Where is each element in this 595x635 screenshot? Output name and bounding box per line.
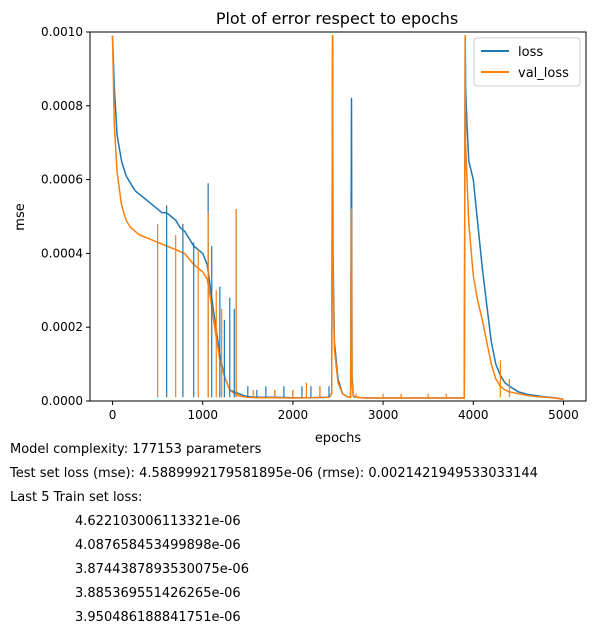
x-tick-label: 5000 bbox=[548, 408, 579, 422]
y-tick-label: 0.0002 bbox=[41, 320, 83, 334]
x-tick-label: 2000 bbox=[278, 408, 309, 422]
plot-frame bbox=[89, 31, 587, 402]
legend-label-val-loss: val_loss bbox=[518, 66, 569, 81]
last5-value: 4.087658453499898e-06 bbox=[75, 538, 241, 553]
y-tick-label: 0.0000 bbox=[41, 394, 83, 408]
test-loss-text: Test set loss (mse): 4.5889992179581895e… bbox=[10, 466, 538, 481]
x-tick-label: 0 bbox=[109, 408, 117, 422]
y-tick-label: 0.0010 bbox=[41, 25, 83, 39]
y-tick-label: 0.0004 bbox=[41, 246, 83, 260]
legend: loss val_loss bbox=[473, 37, 581, 87]
chart-title: Plot of error respect to epochs bbox=[216, 9, 458, 28]
last5-header: Last 5 Train set loss: bbox=[10, 490, 143, 505]
x-tick-label: 3000 bbox=[368, 408, 399, 422]
y-tick-label: 0.0006 bbox=[41, 173, 83, 187]
series-line-loss bbox=[111, 34, 564, 400]
y-axis-label: mse bbox=[13, 203, 28, 230]
last5-value: 3.885369551426265e-06 bbox=[75, 586, 241, 601]
model-complexity-text: Model complexity: 177153 parameters bbox=[10, 442, 262, 457]
x-tick-label: 4000 bbox=[458, 408, 489, 422]
x-tick-label: 1000 bbox=[187, 408, 218, 422]
y-tick-label: 0.0008 bbox=[41, 99, 83, 113]
last5-value: 4.622103006113321e-06 bbox=[75, 514, 241, 529]
x-axis-label: epochs bbox=[315, 431, 362, 446]
series-line-val-loss bbox=[111, 34, 564, 400]
legend-label-loss: loss bbox=[518, 45, 543, 60]
last5-value: 3.8744387893530075e-06 bbox=[75, 562, 249, 577]
error-plot: Plot of error respect to epochs mse epoc… bbox=[13, 9, 587, 446]
last5-value: 3.950486188841751e-06 bbox=[75, 610, 241, 625]
